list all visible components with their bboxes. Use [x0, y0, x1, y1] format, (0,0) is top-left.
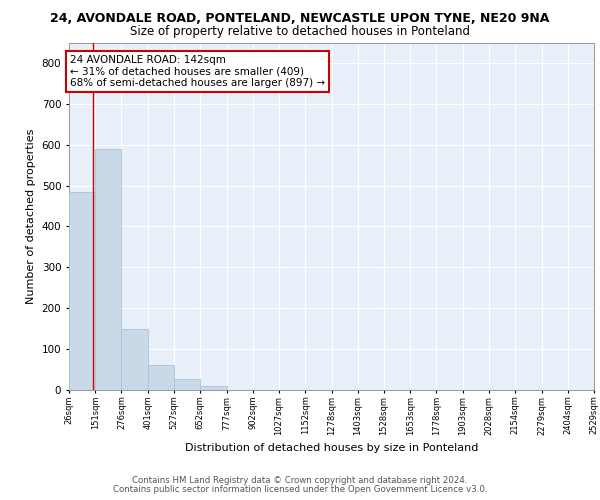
Bar — [95, 149, 121, 390]
Bar — [174, 380, 200, 390]
Text: Size of property relative to detached houses in Ponteland: Size of property relative to detached ho… — [130, 25, 470, 38]
Text: 24 AVONDALE ROAD: 142sqm
← 31% of detached houses are smaller (409)
68% of semi-: 24 AVONDALE ROAD: 142sqm ← 31% of detach… — [70, 55, 325, 88]
Y-axis label: Number of detached properties: Number of detached properties — [26, 128, 36, 304]
Text: Contains HM Land Registry data © Crown copyright and database right 2024.: Contains HM Land Registry data © Crown c… — [132, 476, 468, 485]
X-axis label: Distribution of detached houses by size in Ponteland: Distribution of detached houses by size … — [185, 443, 478, 453]
Bar — [148, 364, 174, 390]
Text: Contains public sector information licensed under the Open Government Licence v3: Contains public sector information licen… — [113, 484, 487, 494]
Bar — [200, 386, 227, 390]
Text: 24, AVONDALE ROAD, PONTELAND, NEWCASTLE UPON TYNE, NE20 9NA: 24, AVONDALE ROAD, PONTELAND, NEWCASTLE … — [50, 12, 550, 26]
Bar — [121, 328, 148, 390]
Bar — [69, 192, 95, 390]
